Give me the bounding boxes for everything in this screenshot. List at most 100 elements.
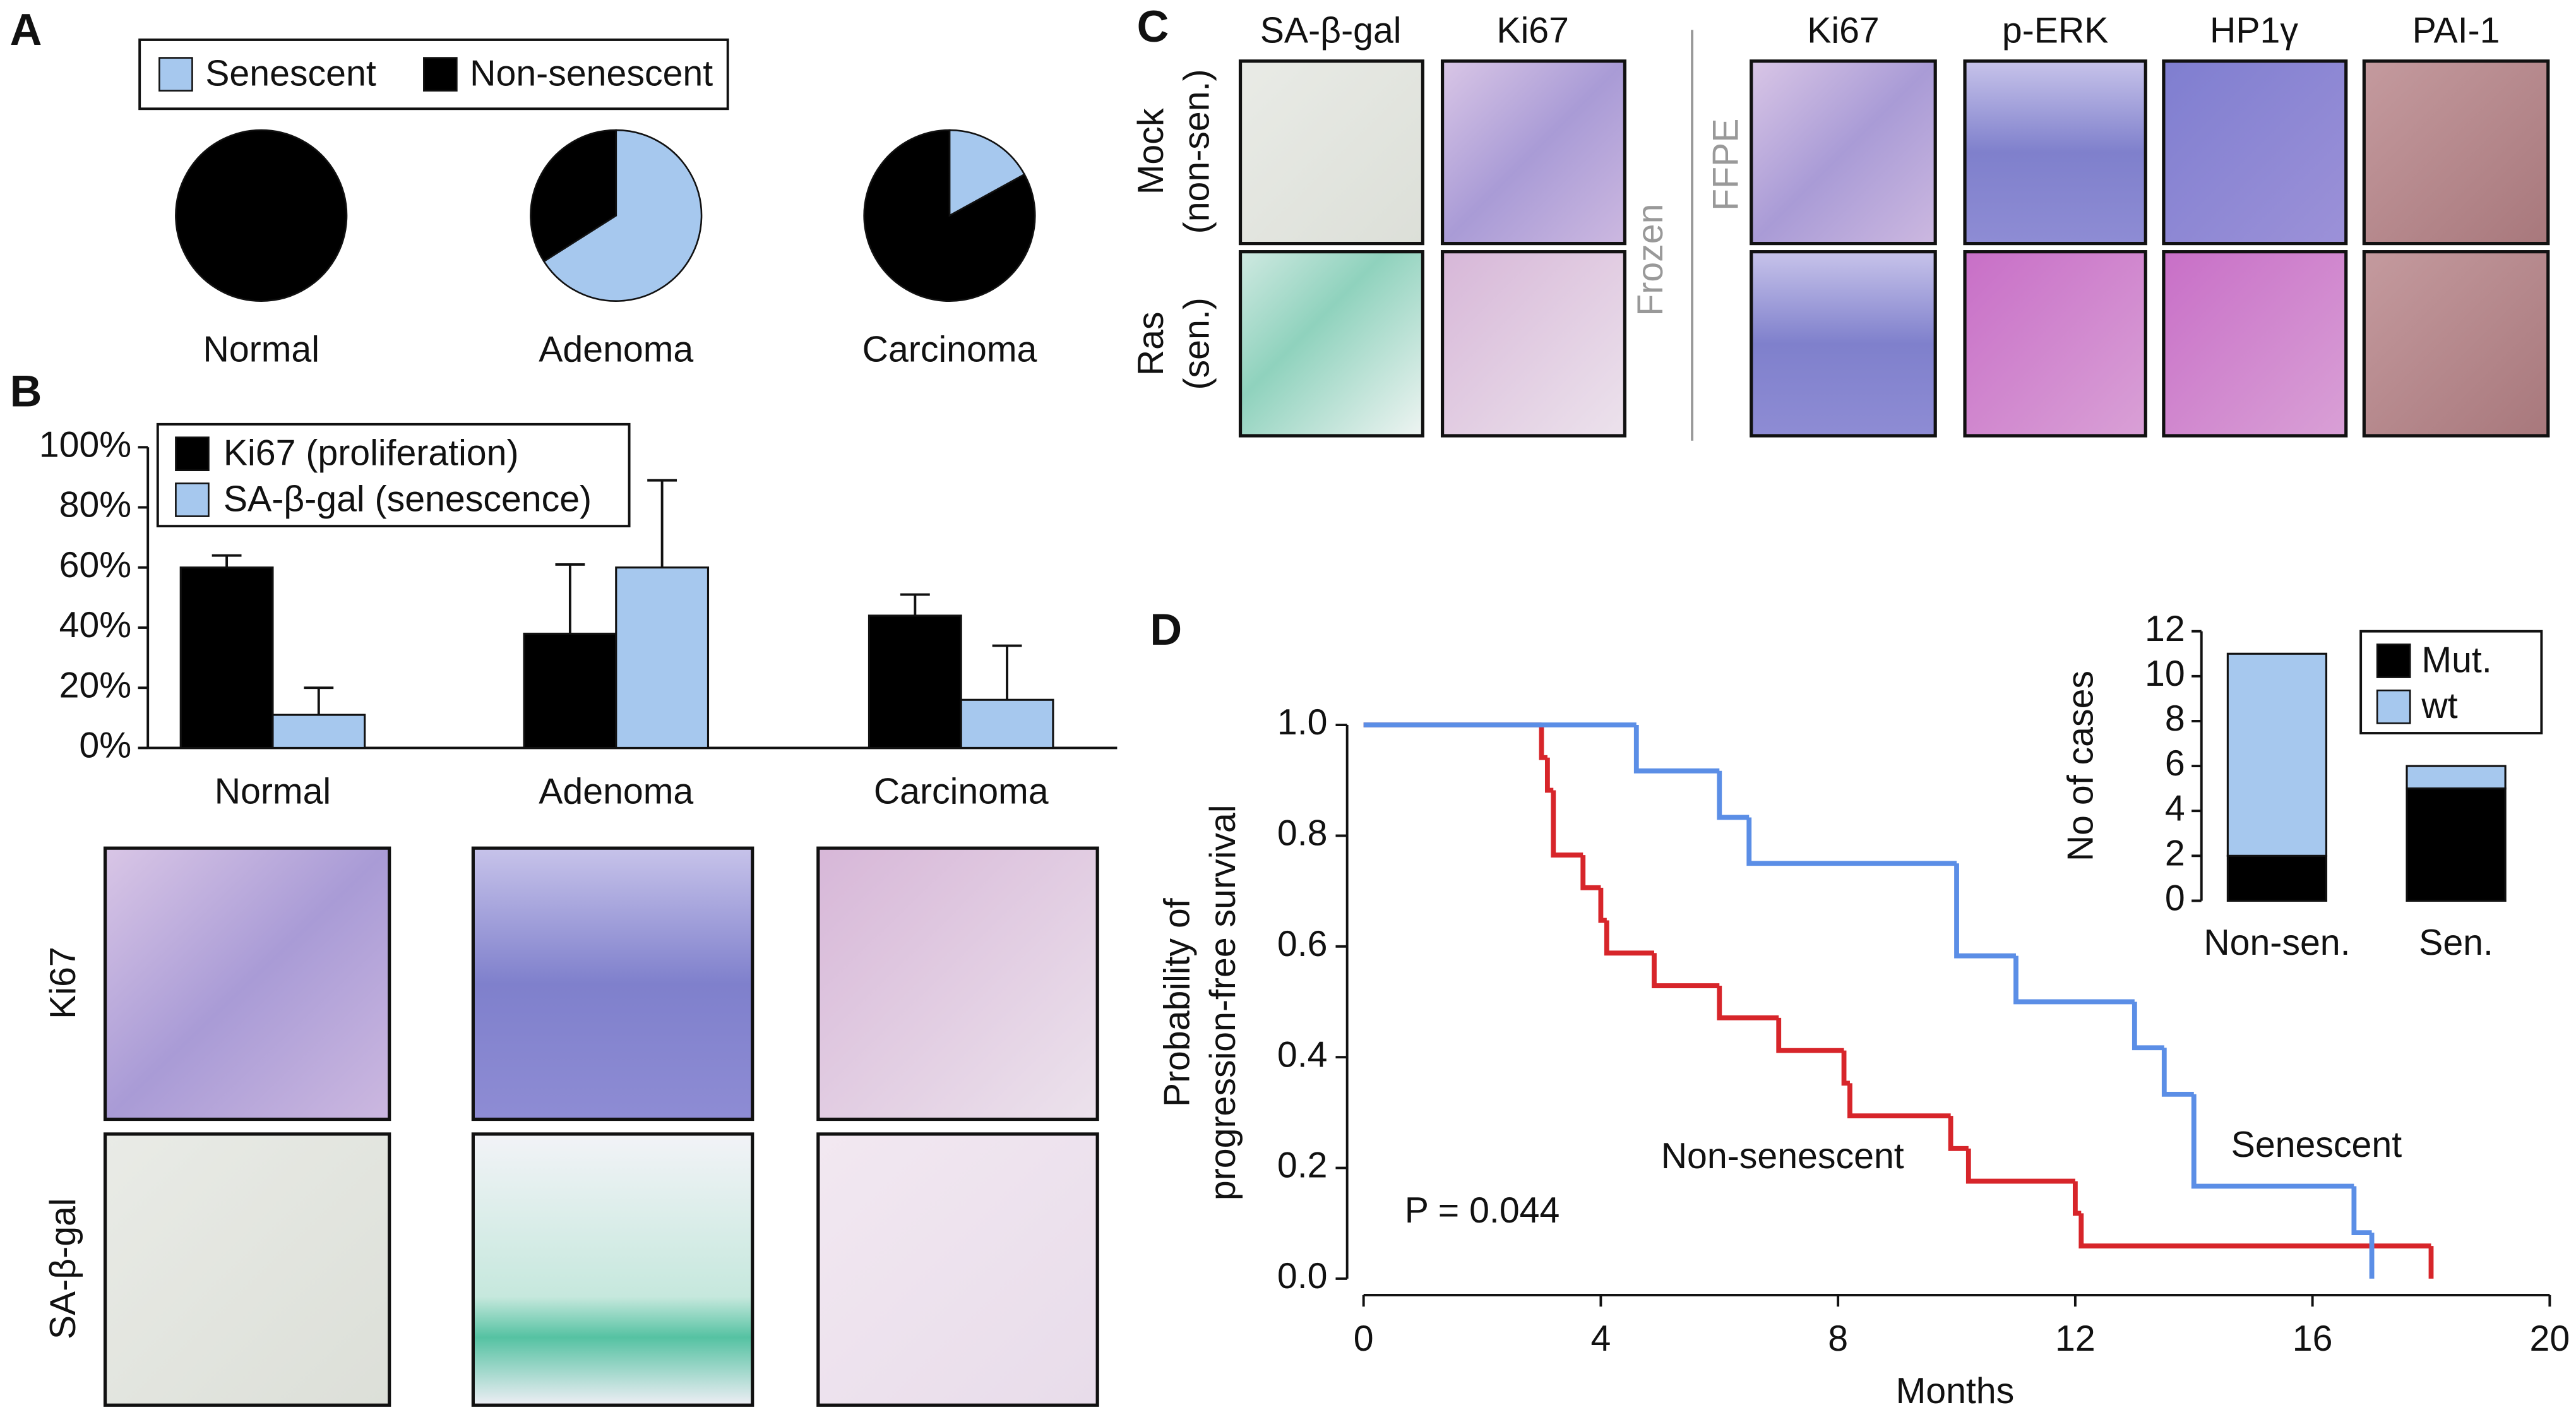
survival-step (1954, 863, 2016, 959)
legend-label: SA-β-gal (senescence) (224, 479, 592, 519)
x-tick-label: 0 (1354, 1318, 1374, 1359)
series-label: Senescent (2231, 1125, 2402, 1165)
legend-swatch (423, 57, 458, 92)
bar-segment (2406, 787, 2507, 902)
survival-step (2072, 1181, 2082, 1216)
y-axis-title: No of cases (2061, 671, 2101, 861)
micrograph (2362, 59, 2550, 246)
y-tick-label: 0.6 (1277, 924, 1328, 964)
y-tick-label: 2 (2165, 833, 2185, 873)
pie-slice (948, 129, 1026, 217)
micrograph (1963, 59, 2147, 246)
annotation: P = 0.044 (1405, 1190, 1560, 1231)
x-tick-label: 20 (2530, 1318, 2570, 1359)
pie-slice (530, 129, 617, 263)
error-bar (900, 593, 930, 616)
error-bar (555, 563, 585, 634)
legend-box (156, 422, 631, 528)
y-tick-label: 0.8 (1277, 813, 1328, 854)
micrograph (1440, 250, 1627, 438)
survival-step (1580, 855, 1601, 890)
column-label: HP1γ (2210, 11, 2298, 51)
survival-step (1841, 1050, 1850, 1086)
y-axis-title: Probability of (1157, 898, 1197, 1107)
survival-step (2132, 1001, 2164, 1051)
row-label: SA-β-gal (43, 1198, 83, 1339)
panel-label: B (10, 366, 42, 416)
survival-step (1544, 757, 1554, 793)
bar-segment (2226, 652, 2328, 857)
pie-slice (175, 129, 348, 302)
micrograph (1238, 59, 1424, 246)
micrograph (816, 1132, 1099, 1407)
legend-swatch (2376, 643, 2411, 678)
micrograph (2162, 250, 2348, 438)
survival-step (2078, 1213, 2431, 1249)
pie-label: Carcinoma (862, 329, 1037, 369)
pie-label: Normal (203, 329, 319, 369)
survival-step (1847, 1083, 1951, 1119)
x-tick-label: 16 (2293, 1318, 2333, 1359)
row-label: Mock (1131, 108, 1171, 194)
error-bar (647, 479, 677, 568)
pie-slice (863, 129, 1036, 302)
x-tick-label: Carcinoma (874, 771, 1049, 811)
legend-label: Non-senescent (470, 53, 713, 93)
panel-label: A (10, 4, 42, 54)
y-tick-label: 60% (59, 545, 132, 585)
y-tick-label: 40% (59, 605, 132, 645)
survival-step (2013, 955, 2135, 1005)
survival-step (2191, 1094, 2354, 1189)
x-tick-label: 4 (1591, 1318, 1611, 1359)
x-tick-label: Normal (215, 771, 331, 811)
group-label: FFPE (1705, 119, 1746, 211)
error-bar (212, 554, 242, 568)
y-tick-label: 0.4 (1277, 1034, 1328, 1075)
column-label: Ki67 (1496, 11, 1569, 51)
micrograph (1238, 250, 1424, 438)
survival-step (2351, 1186, 2372, 1236)
row-label: (non-sen.) (1177, 69, 1217, 234)
y-tick-label: 0.2 (1277, 1145, 1328, 1186)
bar (523, 632, 617, 750)
bar (615, 566, 710, 750)
legend-label: wt (2421, 686, 2457, 726)
micrograph (1750, 59, 1937, 246)
y-tick-label: 0 (2165, 878, 2185, 919)
y-tick-label: 12 (2145, 609, 2185, 649)
bar (960, 698, 1054, 750)
row-label: (sen.) (1177, 297, 1217, 390)
series-label: Non-senescent (1661, 1136, 1904, 1176)
micrograph (103, 846, 391, 1121)
survival-step (1539, 725, 1547, 760)
micrograph (1963, 250, 2147, 438)
y-tick-label: 80% (59, 485, 132, 525)
survival-step (1604, 920, 1654, 956)
bar-segment (2406, 765, 2507, 790)
y-tick-label: 100% (39, 424, 131, 465)
legend-swatch (175, 482, 210, 517)
legend-swatch (175, 436, 210, 472)
y-tick-label: 0.0 (1277, 1256, 1328, 1296)
survival-step (1965, 1148, 2075, 1184)
y-tick-label: 8 (2165, 698, 2185, 739)
row-label: Ras (1131, 311, 1171, 376)
micrograph (1750, 250, 1937, 438)
column-label: Ki67 (1807, 11, 1880, 51)
legend-label: Senescent (205, 53, 376, 93)
pie-slice (542, 129, 703, 302)
y-tick-label: 20% (59, 665, 132, 705)
micrograph (471, 846, 754, 1121)
x-tick-label: Adenoma (539, 771, 693, 811)
legend-label: Mut. (2421, 640, 2491, 680)
column-label: SA-β-gal (1260, 11, 1402, 51)
bar (179, 566, 274, 750)
micrograph (816, 846, 1099, 1121)
survival-step (2161, 1048, 2194, 1097)
x-tick-label: Non-sen. (2203, 923, 2350, 963)
column-label: p-ERK (2002, 11, 2109, 51)
group-label: Frozen (1630, 204, 1671, 316)
y-axis-title: progression-free survival (1203, 804, 1243, 1200)
micrograph (471, 1132, 754, 1407)
